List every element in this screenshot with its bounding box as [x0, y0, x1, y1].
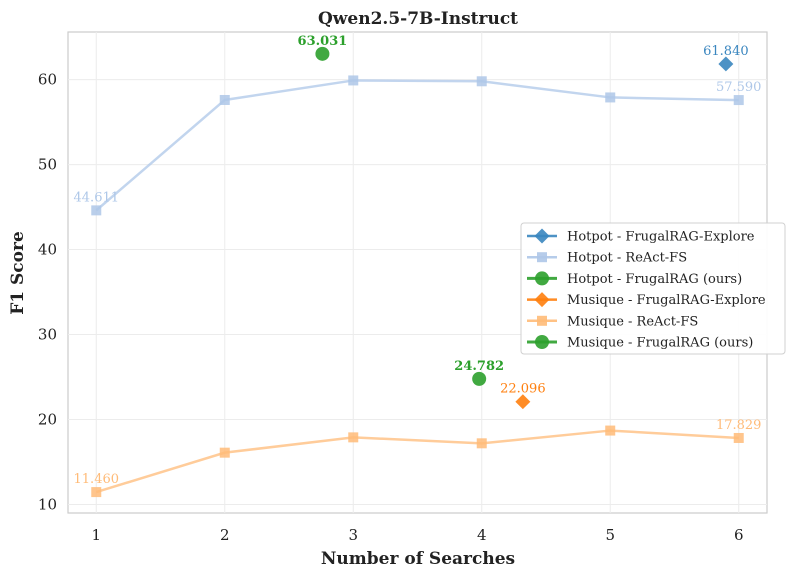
data-point-musique-frugalrag-ours [472, 371, 487, 386]
y-tick-label: 50 [38, 156, 57, 174]
data-label: 24.782 [454, 359, 504, 374]
legend: Hotpot - FrugalRAG-Explore Hotpot - ReAct… [520, 222, 786, 355]
legend-label: Hotpot - ReAct-FS [567, 251, 687, 266]
legend-item-musique-react-fs: Musique - ReAct-FS [527, 314, 698, 329]
x-tick-label: 1 [91, 526, 101, 544]
data-point-hotpot-frugalrag-explore [718, 56, 734, 72]
data-point-hotpot-frugalrag-ours [315, 46, 330, 61]
series-hotpot-frugalrag-ours [315, 46, 330, 61]
legend-label: Hotpot - FrugalRAG-Explore [567, 230, 755, 245]
series-hotpot-react-fs [91, 75, 744, 216]
legend-label: Hotpot - FrugalRAG (ours) [567, 272, 742, 287]
legend-label: Musique - FrugalRAG (ours) [567, 336, 753, 351]
data-point-hotpot-react-fs [733, 95, 744, 106]
data-label: 63.031 [298, 34, 348, 49]
y-tick-label: 60 [38, 71, 57, 89]
x-tick-label: 5 [605, 526, 615, 544]
legend-item-hotpot-frugalrag-explore: Hotpot - FrugalRAG-Explore [527, 228, 755, 245]
data-point-musique-frugalrag-explore [515, 394, 531, 410]
legend-box [520, 222, 786, 355]
data-label: 61.840 [703, 44, 749, 59]
data-point-musique-react-fs [348, 432, 359, 443]
legend-label: Musique - FrugalRAG-Explore [567, 293, 766, 308]
x-tick-label: 4 [477, 526, 487, 544]
data-labels: 61.840 44.611 57.590 63.031 22.096 11.460 17.8… [74, 34, 762, 487]
x-tick-label: 3 [348, 526, 358, 544]
series-line-hotpot-react-fs [95, 79, 739, 212]
x-axis-ticks: 1 2 3 4 5 6 [91, 526, 743, 544]
series-musique-react-fs [91, 425, 744, 498]
data-point-hotpot-react-fs [91, 205, 102, 216]
data-label: 22.096 [500, 382, 546, 397]
chart-title: Qwen2.5-7B-Instruct [318, 9, 518, 29]
legend-item-hotpot-frugalrag-ours: Hotpot - FrugalRAG (ours) [527, 271, 742, 287]
y-tick-label: 30 [38, 326, 57, 344]
data-point-hotpot-react-fs [605, 92, 616, 103]
data-point-hotpot-react-fs [348, 75, 359, 86]
y-axis-ticks: 10 20 30 40 50 60 [38, 71, 57, 514]
data-point-musique-react-fs [605, 425, 616, 436]
data-point-musique-react-fs [733, 432, 744, 443]
legend-item-musique-frugalrag-ours: Musique - FrugalRAG (ours) [527, 335, 753, 351]
data-point-hotpot-react-fs [219, 94, 230, 105]
legend-marker [534, 292, 550, 308]
x-axis-label: Number of Searches [321, 549, 515, 569]
data-point-musique-react-fs [219, 447, 230, 458]
y-tick-label: 20 [38, 411, 57, 429]
y-tick-label: 10 [38, 496, 57, 514]
legend-marker [535, 271, 549, 286]
legend-marker [537, 315, 547, 326]
series-hotpot-frugalrag-explore [718, 56, 734, 72]
x-tick-label: 2 [220, 526, 230, 544]
data-label: 17.829 [716, 418, 762, 433]
legend-marker [534, 228, 550, 244]
legend-marker [537, 252, 547, 263]
grid [68, 32, 767, 513]
legend-item-musique-frugalrag-explore: Musique - FrugalRAG-Explore [527, 292, 766, 308]
data-point-hotpot-react-fs [476, 76, 487, 87]
data-label: 44.611 [74, 190, 120, 205]
data-point-musique-react-fs [476, 438, 487, 449]
legend-item-hotpot-react-fs: Hotpot - ReAct-FS [527, 251, 687, 266]
legend-label: Musique - ReAct-FS [567, 314, 698, 329]
y-tick-label: 40 [38, 241, 57, 259]
data-label: 57.590 [716, 80, 762, 95]
data-point-musique-react-fs [91, 487, 102, 498]
series-line-musique-react-fs [95, 429, 739, 494]
legend-marker [535, 335, 549, 349]
series-musique-frugalrag-explore [515, 394, 531, 410]
series-layer [91, 46, 744, 498]
x-tick-label: 6 [734, 526, 744, 544]
y-axis-label: F1 Score [8, 231, 28, 315]
data-label: 11.460 [74, 472, 120, 487]
series-musique-frugalrag-ours [472, 371, 487, 386]
